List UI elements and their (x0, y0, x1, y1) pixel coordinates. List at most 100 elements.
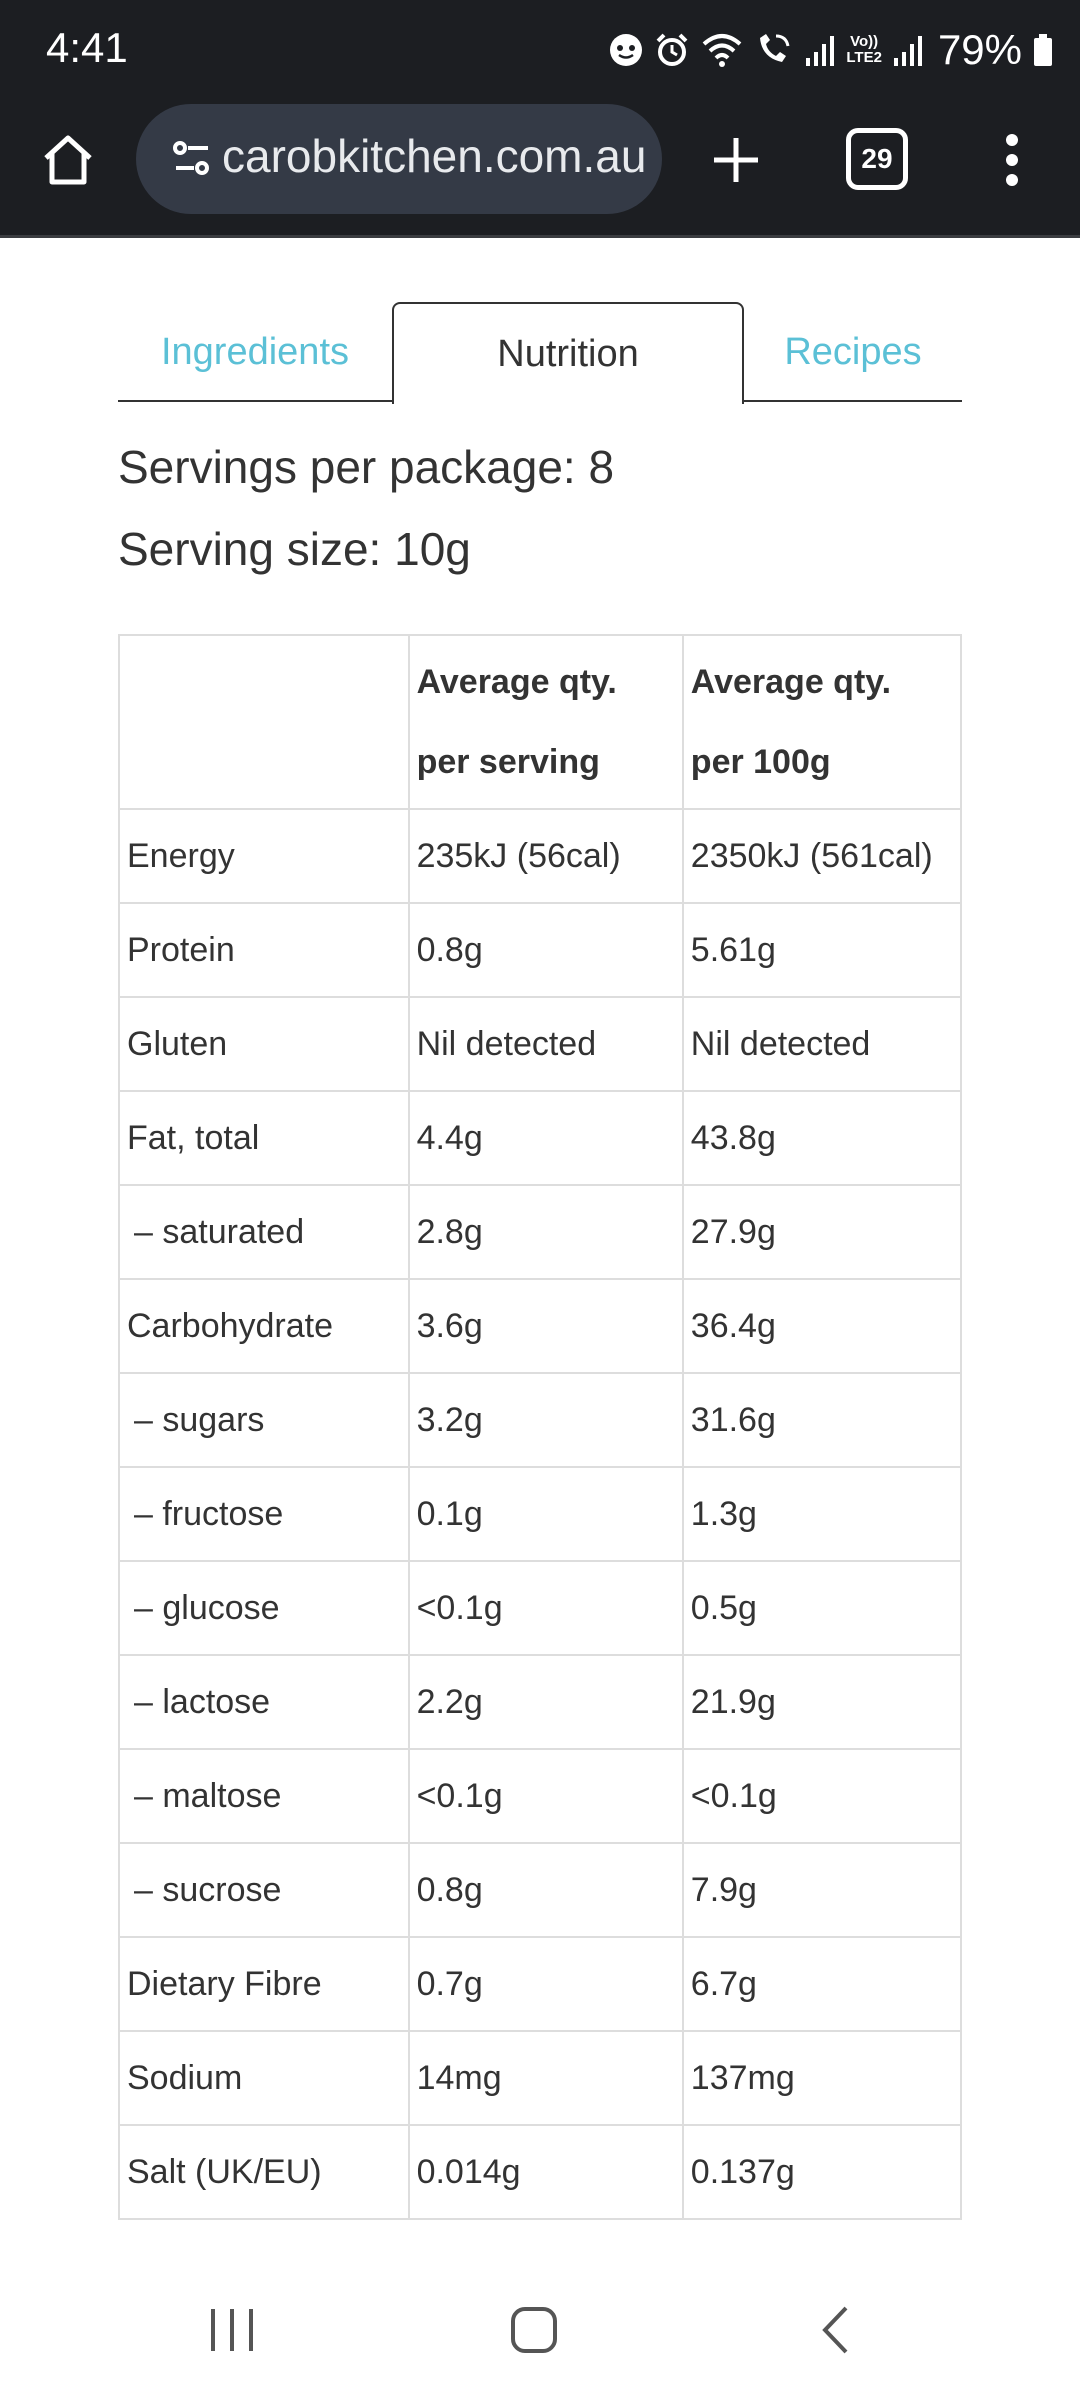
table-row: – lactose 2.2g 21.9g (118, 1654, 963, 1750)
nutrient-name-cell: Energy (118, 808, 410, 904)
tab-switcher-button[interactable]: 29 (846, 128, 908, 190)
per-serving-cell: 2.8g (407, 1184, 684, 1280)
per-100g-cell: 27.9g (681, 1184, 963, 1280)
home-icon (44, 135, 92, 185)
per-100g-cell: 21.9g (681, 1654, 963, 1750)
per-serving-cell: Nil detected (407, 996, 684, 1092)
table-header-per-100g: Average qty. per 100g (681, 634, 963, 810)
plus-icon (714, 138, 758, 182)
nutrient-name-cell: Salt (UK/EU) (118, 2124, 410, 2220)
more-menu-button[interactable] (990, 124, 1034, 196)
home-square-icon (511, 2307, 557, 2353)
nutrient-name-cell: – sugars (118, 1372, 410, 1468)
per-serving-cell: 3.6g (407, 1278, 684, 1374)
battery-percentage: 79% (937, 26, 1022, 73)
table-row: Carbohydrate 3.6g 36.4g (118, 1278, 963, 1374)
per-100g-cell: Nil detected (681, 996, 963, 1092)
alarm-icon (656, 33, 688, 66)
volte-indicator: Vo)) LTE2 (846, 33, 882, 66)
per-serving-cell: 0.8g (407, 1842, 684, 1938)
per-100g-cell: 137mg (681, 2030, 963, 2126)
signal-icon-1 (806, 36, 835, 66)
status-icons: Vo)) LTE2 79% (608, 22, 1054, 78)
face-icon (610, 34, 643, 66)
nutrient-name-cell: Protein (118, 902, 410, 998)
battery-icon (1034, 34, 1052, 66)
recent-apps-button[interactable] (182, 2290, 282, 2370)
tab-count: 29 (861, 143, 893, 174)
table-row: – saturated 2.8g 27.9g (118, 1184, 963, 1280)
table-row: Gluten Nil detected Nil detected (118, 996, 963, 1092)
nutrition-table-body: Energy 235kJ (56cal) 2350kJ (561cal) Protei… (118, 808, 963, 2220)
per-100g-cell: 0.137g (681, 2124, 963, 2220)
per-serving-cell: <0.1g (407, 1560, 684, 1656)
per-100g-cell: 36.4g (681, 1278, 963, 1374)
nutrition-table: Average qty. per serving Average qty. per … (118, 634, 963, 2220)
home-button[interactable] (34, 126, 102, 194)
nutrient-name-cell: Sodium (118, 2030, 410, 2126)
per-serving-cell: 235kJ (56cal) (407, 808, 684, 904)
product-tabs: Ingredients Nutrition Recipes (118, 302, 962, 404)
per-serving-cell: 3.2g (407, 1372, 684, 1468)
nutrient-name-cell: – fructose (118, 1466, 410, 1562)
nutrient-name-cell: Carbohydrate (118, 1278, 410, 1374)
per-serving-cell: 0.8g (407, 902, 684, 998)
browser-toolbar: carobkitchen.com.au 29 (0, 98, 1080, 238)
wifi-icon (703, 34, 742, 67)
per-serving-cell: 0.1g (407, 1466, 684, 1562)
back-chevron-icon (822, 2306, 848, 2354)
table-row: Protein 0.8g 5.61g (118, 902, 963, 998)
table-header-per-serving: Average qty. per serving (407, 634, 684, 810)
nutrient-name-cell: Fat, total (118, 1090, 410, 1186)
table-header-row: Average qty. per serving Average qty. per … (118, 634, 963, 810)
table-row: Sodium 14mg 137mg (118, 2030, 963, 2126)
servings-per-package: Servings per package: 8 (118, 441, 615, 493)
address-bar[interactable]: carobkitchen.com.au (136, 104, 662, 214)
table-row: Salt (UK/EU) 0.014g 0.137g (118, 2124, 963, 2220)
nutrient-name-cell: Gluten (118, 996, 410, 1092)
url-text: carobkitchen.com.au (222, 130, 647, 182)
per-100g-cell: 1.3g (681, 1466, 963, 1562)
system-home-button[interactable] (484, 2290, 584, 2370)
table-header-empty (118, 634, 410, 810)
per-100g-cell: 31.6g (681, 1372, 963, 1468)
more-vert-icon (1006, 134, 1018, 186)
tab-nutrition[interactable]: Nutrition (392, 302, 744, 404)
new-tab-button[interactable] (700, 124, 772, 196)
per-100g-cell: 5.61g (681, 902, 963, 998)
per-serving-cell: 14mg (407, 2030, 684, 2126)
nutrient-name-cell: Dietary Fibre (118, 1936, 410, 2032)
recent-apps-icon (211, 2309, 253, 2351)
per-100g-cell: 2350kJ (561cal) (681, 808, 963, 904)
signal-icon-2 (893, 36, 922, 66)
per-100g-cell: 7.9g (681, 1842, 963, 1938)
nutrient-name-cell: – lactose (118, 1654, 410, 1750)
tab-ingredients[interactable]: Ingredients (160, 330, 349, 373)
per-serving-cell: 4.4g (407, 1090, 684, 1186)
per-100g-cell: 0.5g (681, 1560, 963, 1656)
table-row: – fructose 0.1g 1.3g (118, 1466, 963, 1562)
per-100g-cell: 6.7g (681, 1936, 963, 2032)
tab-recipes[interactable]: Recipes (784, 330, 922, 373)
status-bar: 4:41 Vo)) LTE2 79% (0, 0, 1080, 98)
table-row: – glucose <0.1g 0.5g (118, 1560, 963, 1656)
per-serving-cell: 0.7g (407, 1936, 684, 2032)
nutrient-name-cell: – maltose (118, 1748, 410, 1844)
nutrient-name-cell: – glucose (118, 1560, 410, 1656)
per-100g-cell: <0.1g (681, 1748, 963, 1844)
table-row: Energy 235kJ (56cal) 2350kJ (561cal) (118, 808, 963, 904)
status-time: 4:41 (46, 24, 128, 71)
site-settings-icon[interactable] (172, 138, 212, 178)
table-row: – maltose <0.1g <0.1g (118, 1748, 963, 1844)
table-row: Dietary Fibre 0.7g 6.7g (118, 1936, 963, 2032)
table-row: – sugars 3.2g 31.6g (118, 1372, 963, 1468)
wifi-call-icon (760, 34, 790, 62)
per-100g-cell: 43.8g (681, 1090, 963, 1186)
per-serving-cell: <0.1g (407, 1748, 684, 1844)
table-row: Fat, total 4.4g 43.8g (118, 1090, 963, 1186)
nutrient-name-cell: – sucrose (118, 1842, 410, 1938)
nutrient-name-cell: – saturated (118, 1184, 410, 1280)
system-nav-bar (0, 2262, 1080, 2400)
back-button[interactable] (786, 2290, 886, 2370)
serving-size: Serving size: 10g (118, 523, 471, 575)
